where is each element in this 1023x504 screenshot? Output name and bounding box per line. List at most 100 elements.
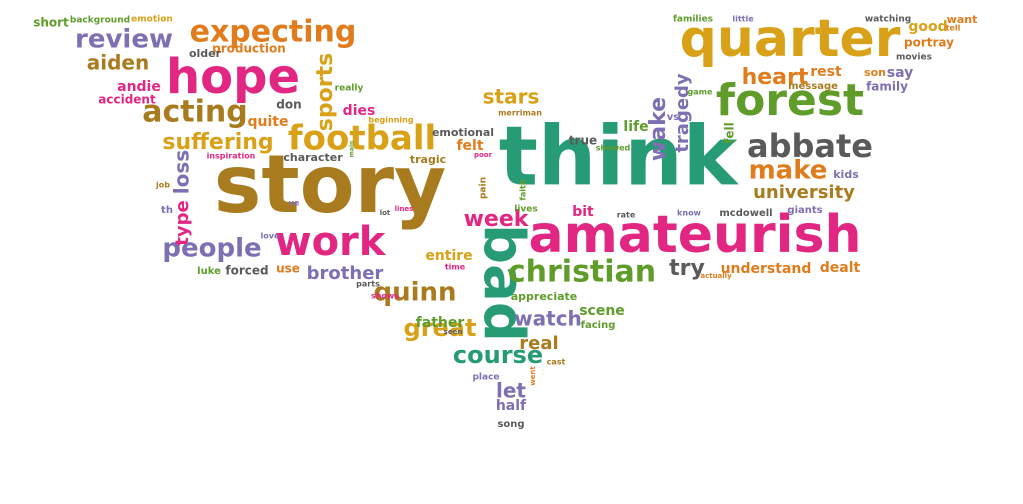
word-time: time — [445, 263, 466, 272]
word-sports: sports — [313, 53, 338, 131]
word-main: main — [349, 141, 356, 158]
word-shows: shows — [371, 292, 399, 301]
word-scene: scene — [579, 303, 625, 319]
word-tragedy: tragedy — [672, 73, 693, 153]
word-know: know — [677, 209, 702, 218]
word-football: football — [288, 119, 436, 159]
word-short: short — [33, 16, 69, 30]
word-mcdowell: mcdowell — [719, 208, 772, 219]
word-stars: stars — [483, 85, 540, 109]
word-university: university — [753, 182, 855, 203]
word-suffering: suffering — [162, 130, 273, 155]
word-make: make — [749, 156, 828, 186]
word-life: life — [623, 119, 648, 135]
word-older: older — [189, 47, 222, 60]
word-family: family — [866, 80, 908, 94]
word-luke: luke — [197, 266, 221, 277]
word-father: father — [416, 315, 465, 331]
word-aiden: aiden — [87, 51, 149, 75]
word-week: week — [464, 207, 530, 232]
word-expecting: expecting — [190, 15, 357, 50]
word-say: say — [887, 65, 913, 81]
word-went: went — [529, 366, 537, 386]
word-great: great — [404, 314, 477, 342]
word-game: game — [688, 88, 713, 97]
word-kids: kids — [833, 168, 859, 181]
word-background: background — [70, 16, 130, 26]
word-dealt: dealt — [820, 260, 861, 276]
word-bad: bad — [471, 224, 536, 342]
word-understand: understand — [721, 261, 812, 277]
word-actually: actually — [700, 272, 732, 280]
word-think: think — [499, 109, 740, 204]
word-song: song — [497, 419, 524, 430]
word-hope: hope — [166, 49, 300, 105]
word-loss: loss — [170, 150, 194, 194]
word-true: true — [569, 134, 597, 148]
word-good: good — [908, 19, 947, 35]
word-don: don — [276, 98, 301, 112]
word-story: story — [214, 138, 446, 231]
word-review: review — [75, 25, 173, 55]
word-really: really — [335, 84, 364, 94]
word-christian: christian — [508, 255, 656, 290]
word-dies: dies — [343, 103, 376, 119]
word-poor: poor — [474, 151, 493, 159]
word-quite: quite — [248, 114, 289, 130]
word-entire: entire — [425, 248, 472, 264]
word-production: production — [212, 42, 286, 56]
word-heart: heart — [742, 65, 809, 90]
word-seen: seen — [444, 328, 463, 336]
word-job: job — [155, 181, 170, 190]
word-fell: fell — [723, 122, 737, 144]
word-rate: rate — [617, 211, 636, 220]
word-place: place — [472, 373, 499, 383]
word-portray: portray — [904, 36, 954, 50]
word-real: real — [519, 333, 558, 354]
word-son: son — [864, 66, 886, 79]
word-quinn: quinn — [373, 278, 456, 308]
word-lot: lot — [380, 209, 391, 217]
word-parts: parts — [356, 280, 380, 289]
word-work: work — [275, 219, 387, 265]
word-cast: cast — [547, 358, 566, 367]
word-lives: lives — [514, 205, 538, 215]
word-accident: accident — [98, 93, 156, 107]
word-giants: giants — [787, 205, 822, 216]
word-pain: pain — [479, 177, 489, 199]
word-try: try — [669, 256, 705, 281]
word-type: type — [172, 200, 193, 245]
word-th: th — [161, 205, 173, 216]
word-abbate: abbate — [747, 127, 873, 165]
word-ve: ve — [289, 199, 300, 208]
word-showed: showed — [596, 144, 631, 153]
word-rest: rest — [810, 64, 842, 80]
word-forced: forced — [225, 264, 268, 278]
word-merriman: merriman — [498, 109, 542, 118]
word-families: families — [673, 15, 713, 25]
word-want: want — [947, 13, 978, 26]
word-emotional: emotional — [432, 126, 494, 139]
word-beginning: beginning — [368, 116, 413, 125]
word-felt: felt — [456, 138, 483, 154]
word-faith: faith — [519, 179, 528, 200]
word-quarter: quarter — [680, 9, 901, 69]
word-amateurish: amateurish — [529, 205, 862, 265]
word-forest: forest — [716, 75, 864, 126]
word-love: love — [261, 232, 280, 241]
word-inspiration: inspiration — [207, 152, 256, 161]
word-let: let — [496, 379, 526, 403]
word-wake: wake — [646, 97, 671, 161]
word-lines: lines — [395, 205, 414, 213]
word-watching: watching — [865, 15, 911, 25]
word-message: message — [788, 81, 838, 92]
word-course: course — [453, 341, 543, 369]
word-character: character — [283, 151, 343, 164]
word-facing: facing — [581, 320, 616, 331]
word-vs: vs — [667, 112, 680, 123]
word-emotion: emotion — [131, 15, 173, 25]
word-people: people — [162, 234, 261, 264]
word-brother: brother — [307, 263, 384, 284]
word-little: little — [732, 15, 754, 24]
